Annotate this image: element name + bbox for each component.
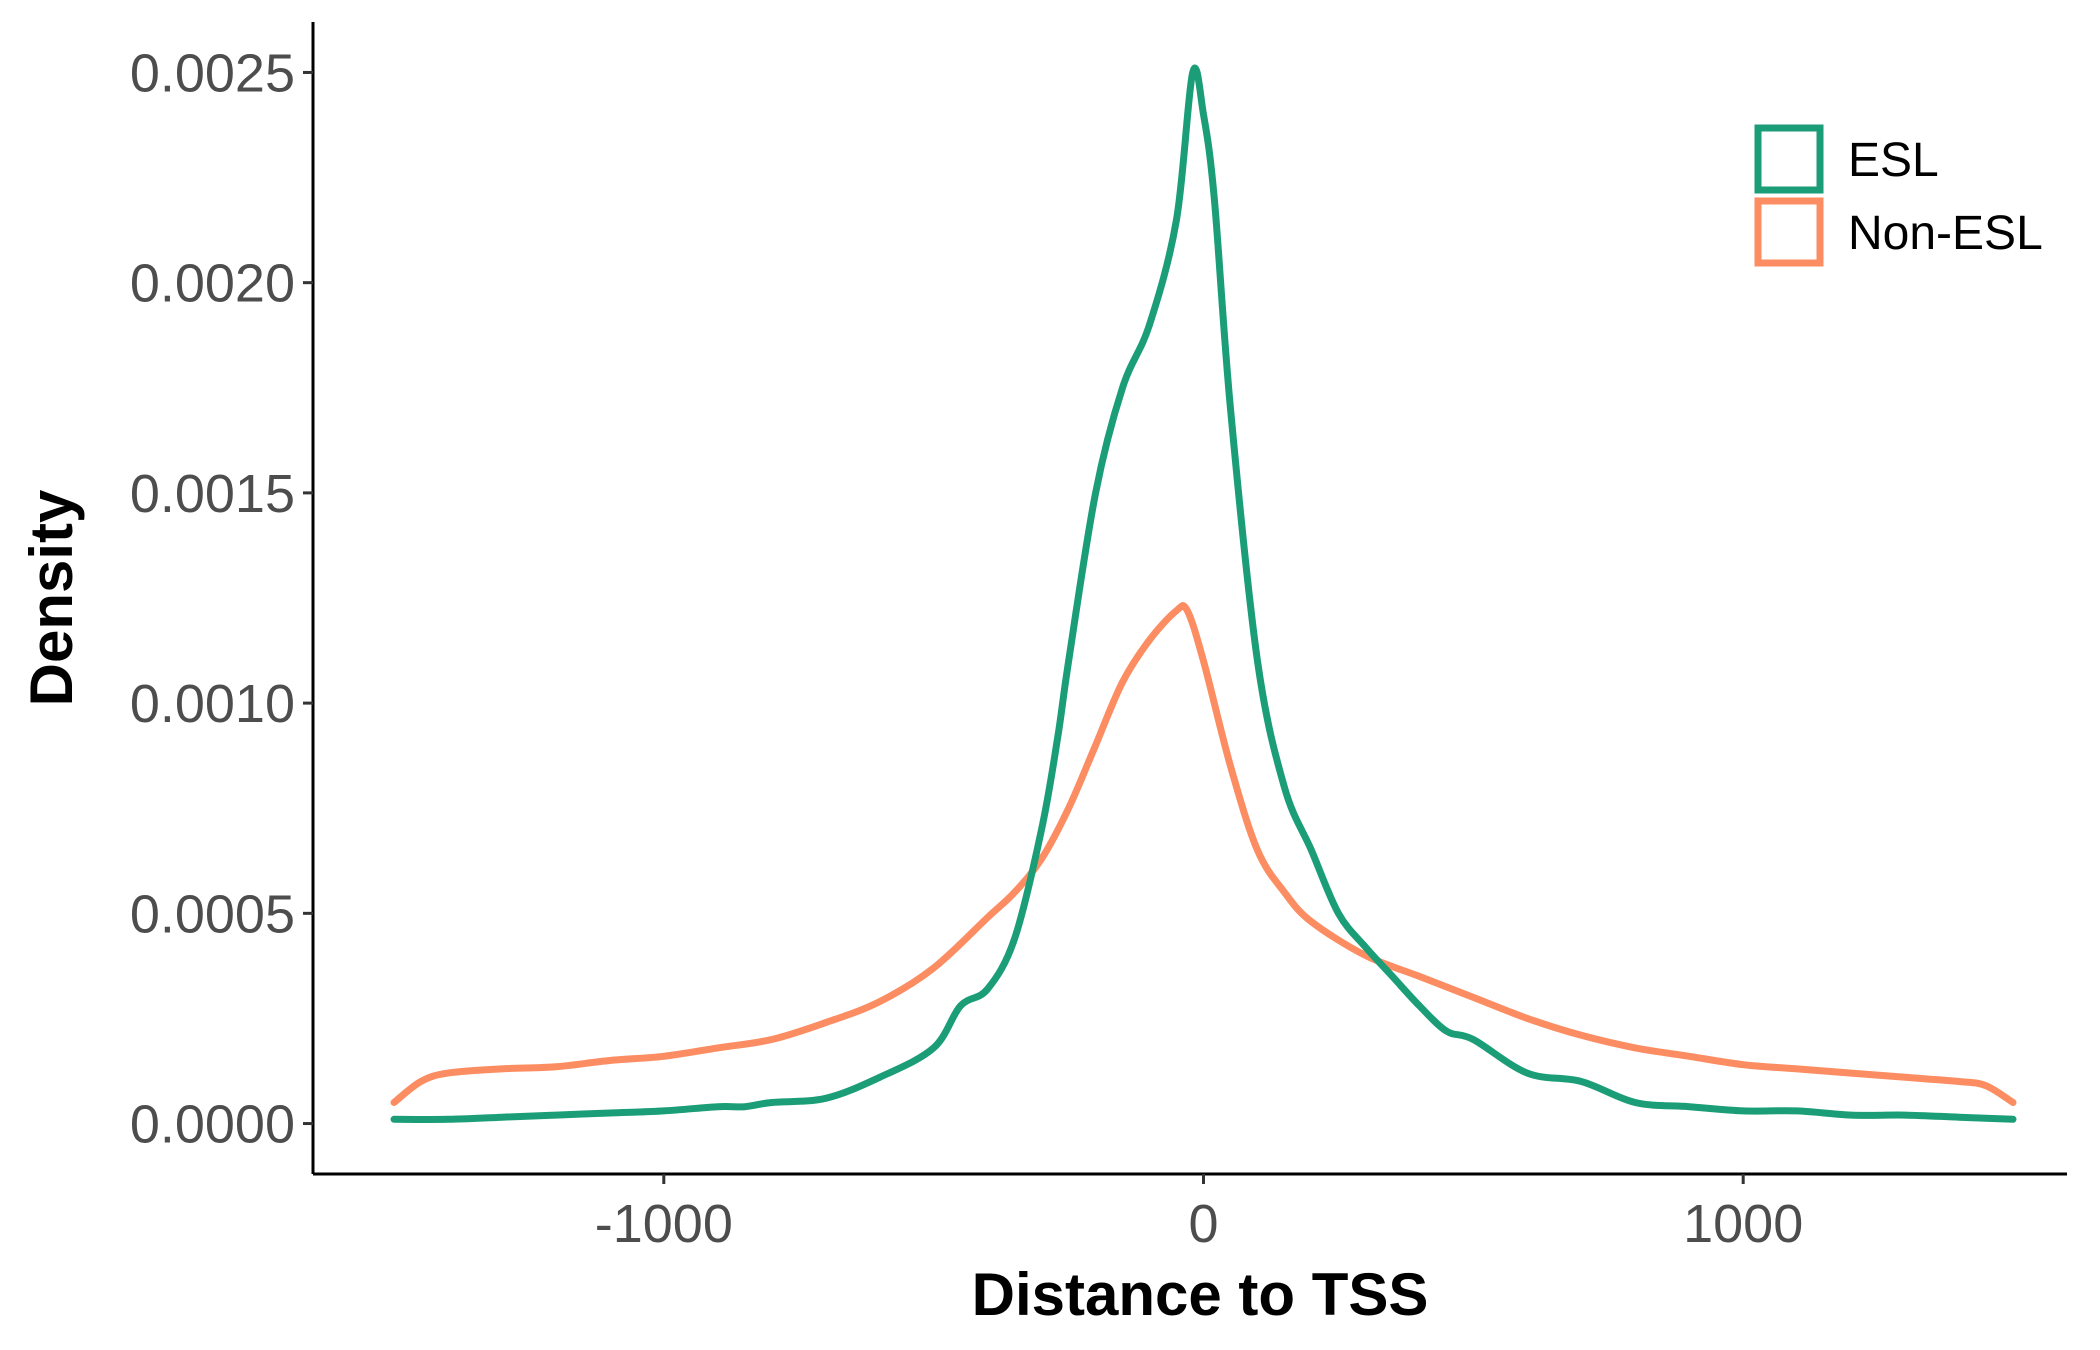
legend-label-non-esl: Non-ESL — [1848, 207, 2043, 260]
legend: ESL Non-ESL — [1754, 124, 2043, 267]
y-axis-ticks: 0.0000 0.0005 0.0010 0.0015 0.0020 0.0025 — [130, 43, 313, 1155]
series-line-esl — [390, 64, 2017, 1123]
y-axis-title: Density — [18, 489, 85, 706]
y-tick-label: 0.0010 — [130, 674, 295, 734]
legend-label-esl: ESL — [1848, 134, 1939, 187]
y-tick-label: 0.0005 — [130, 884, 295, 944]
legend-key-non-esl — [1754, 197, 1824, 267]
x-axis-ticks: -1000 0 1000 — [595, 1174, 1803, 1254]
x-tick-label: 1000 — [1683, 1194, 1803, 1254]
y-tick-label: 0.0015 — [130, 464, 295, 524]
plot-lines — [390, 64, 2017, 1123]
y-tick-label: 0.0020 — [130, 254, 295, 314]
x-axis-title: Distance to TSS — [972, 1261, 1429, 1328]
y-tick-label: 0.0025 — [130, 43, 295, 103]
legend-key-esl — [1754, 124, 1824, 194]
series-line-non-esl — [390, 602, 2017, 1106]
x-tick-label: 0 — [1188, 1194, 1218, 1254]
y-tick-label: 0.0000 — [130, 1095, 295, 1155]
x-tick-label: -1000 — [595, 1194, 733, 1254]
